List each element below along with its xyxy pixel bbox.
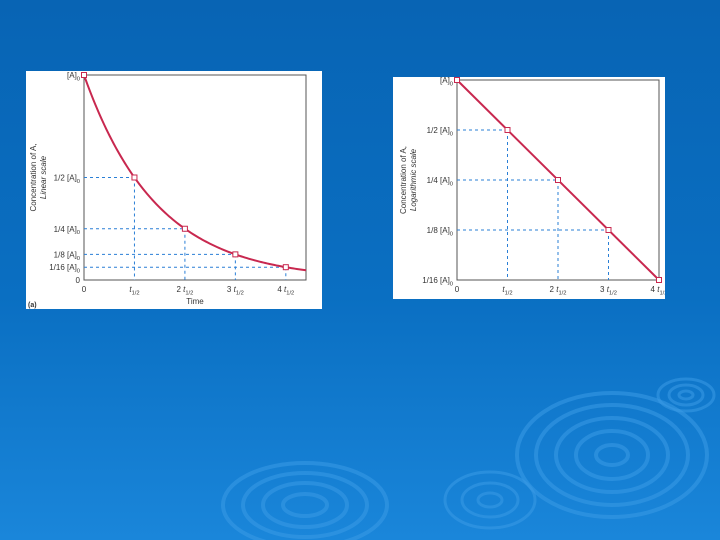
concentration-curve: [83, 74, 307, 272]
half-life-point-marker: [282, 264, 289, 271]
y-tick-label: [A]0: [67, 71, 80, 82]
half-life-point-marker: [656, 277, 662, 283]
y-tick-label: [A]0: [440, 77, 453, 87]
half-life-point-marker: [81, 72, 87, 78]
y-tick-label: 1/16 [A]0: [49, 263, 80, 274]
y-axis-title-line2: Logarithmic scale: [409, 148, 418, 211]
y-tick-label: 1/4 [A]0: [54, 225, 80, 236]
y-axis-title: Concentration of A, Logarithmic scale: [399, 146, 418, 214]
half-life-point-marker: [454, 77, 460, 83]
x-tick-label: 4 t1/2: [651, 285, 665, 296]
half-life-point-marker: [555, 177, 561, 183]
y-axis-title-line1: Concentration of A,: [399, 146, 408, 214]
y-tick-label: 1/8 [A]0: [427, 226, 453, 237]
y-tick-label: 1/8 [A]0: [54, 250, 80, 261]
y-tick-label: 0: [76, 276, 81, 285]
log-scale-chart: [A]0 1/2 [A]0 1/4 [A]0 1/8 [A]0 1/16 [A]00 t1…: [399, 76, 667, 296]
half-life-point-marker: [504, 127, 511, 133]
x-tick-label: t1/2: [502, 285, 512, 296]
x-tick-label: 4 t1/2: [277, 285, 294, 296]
x-tick-label: 0: [455, 285, 460, 294]
y-tick-label: 1/2 [A]0: [427, 126, 453, 137]
half-life-point-marker: [232, 251, 239, 258]
y-axis-title-line1: Concentration of A,: [29, 143, 38, 211]
log-scale-chart-panel: [A]0 1/2 [A]0 1/4 [A]0 1/8 [A]0 1/16 [A]0 0 t1…: [393, 76, 667, 299]
x-tick-label: 3 t1/2: [227, 285, 244, 296]
x-tick-label: t1/2: [129, 285, 139, 296]
half-life-point-marker: [605, 227, 612, 233]
y-axis-title: Concentration of A, Linear scale: [29, 143, 48, 211]
x-tick-label: 0: [82, 285, 87, 294]
linear-scale-chart-panel: [A]0 1/2 [A]0 1/4 [A]0 1/8 [A]0 1/16 [A]0 0 0 t…: [26, 71, 322, 309]
panel-label: (a): [28, 302, 37, 309]
x-tick-label: 2 t1/2: [550, 285, 567, 296]
y-tick-label: 1/4 [A]0: [427, 176, 453, 187]
x-tick-label: 2 t1/2: [176, 285, 193, 296]
y-axis-title-line2: Linear scale: [39, 155, 48, 199]
linear-scale-chart: [A]0 1/2 [A]0 1/4 [A]0 1/8 [A]0 1/16 [A]0 00 t…: [28, 71, 307, 309]
y-tick-label: 1/16 [A]0: [422, 276, 453, 287]
x-tick-label: 3 t1/2: [600, 285, 617, 296]
plot-frame: [83, 74, 307, 281]
half-life-point-marker: [181, 225, 188, 232]
y-tick-label: 1/2 [A]0: [54, 174, 80, 185]
half-life-point-marker: [131, 174, 138, 181]
x-axis-title: Time: [186, 297, 204, 306]
